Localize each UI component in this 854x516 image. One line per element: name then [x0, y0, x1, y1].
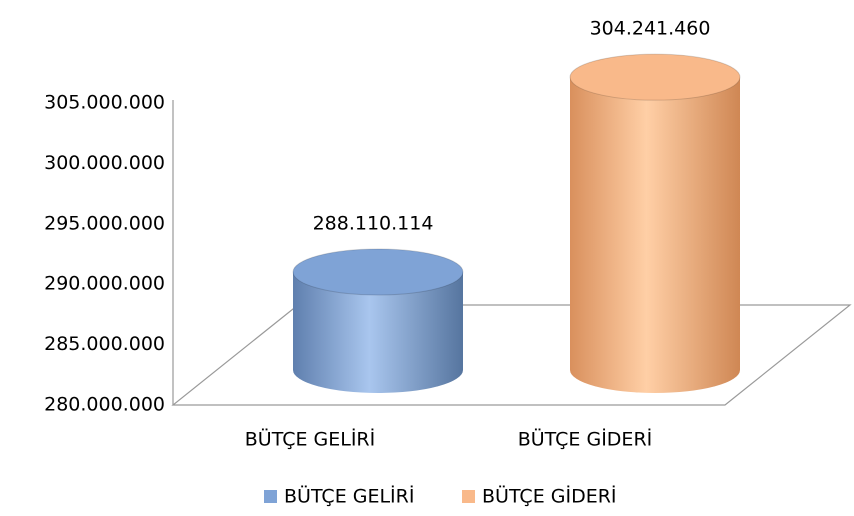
- cylinder-body: [570, 77, 740, 393]
- legend-label: BÜTÇE GİDERİ: [482, 485, 617, 508]
- cylinder: [569, 53, 741, 393]
- y-tick-label: 305.000.000: [44, 92, 165, 114]
- y-tick-label: 290.000.000: [44, 273, 165, 295]
- cylinder-top: [292, 248, 464, 296]
- cylinder-body: [293, 272, 463, 393]
- walls: [171, 100, 852, 406]
- data-label: 304.241.460: [590, 18, 711, 40]
- x-tick-label: BÜTÇE GELİRİ: [245, 428, 375, 451]
- x-tick-label: BÜTÇE GİDERİ: [518, 428, 653, 451]
- y-tick-label: 285.000.000: [44, 333, 165, 355]
- legend-swatch: [462, 490, 475, 503]
- legend-swatch: [264, 490, 277, 503]
- legend-label: BÜTÇE GELİRİ: [284, 485, 414, 508]
- data-label: 288.110.114: [313, 213, 434, 235]
- y-tick-label: 300.000.000: [44, 152, 165, 174]
- cylinder: [292, 248, 464, 393]
- y-tick-label: 295.000.000: [44, 212, 165, 234]
- y-tick-label: 280.000.000: [44, 394, 165, 416]
- cylinder-top: [569, 53, 741, 101]
